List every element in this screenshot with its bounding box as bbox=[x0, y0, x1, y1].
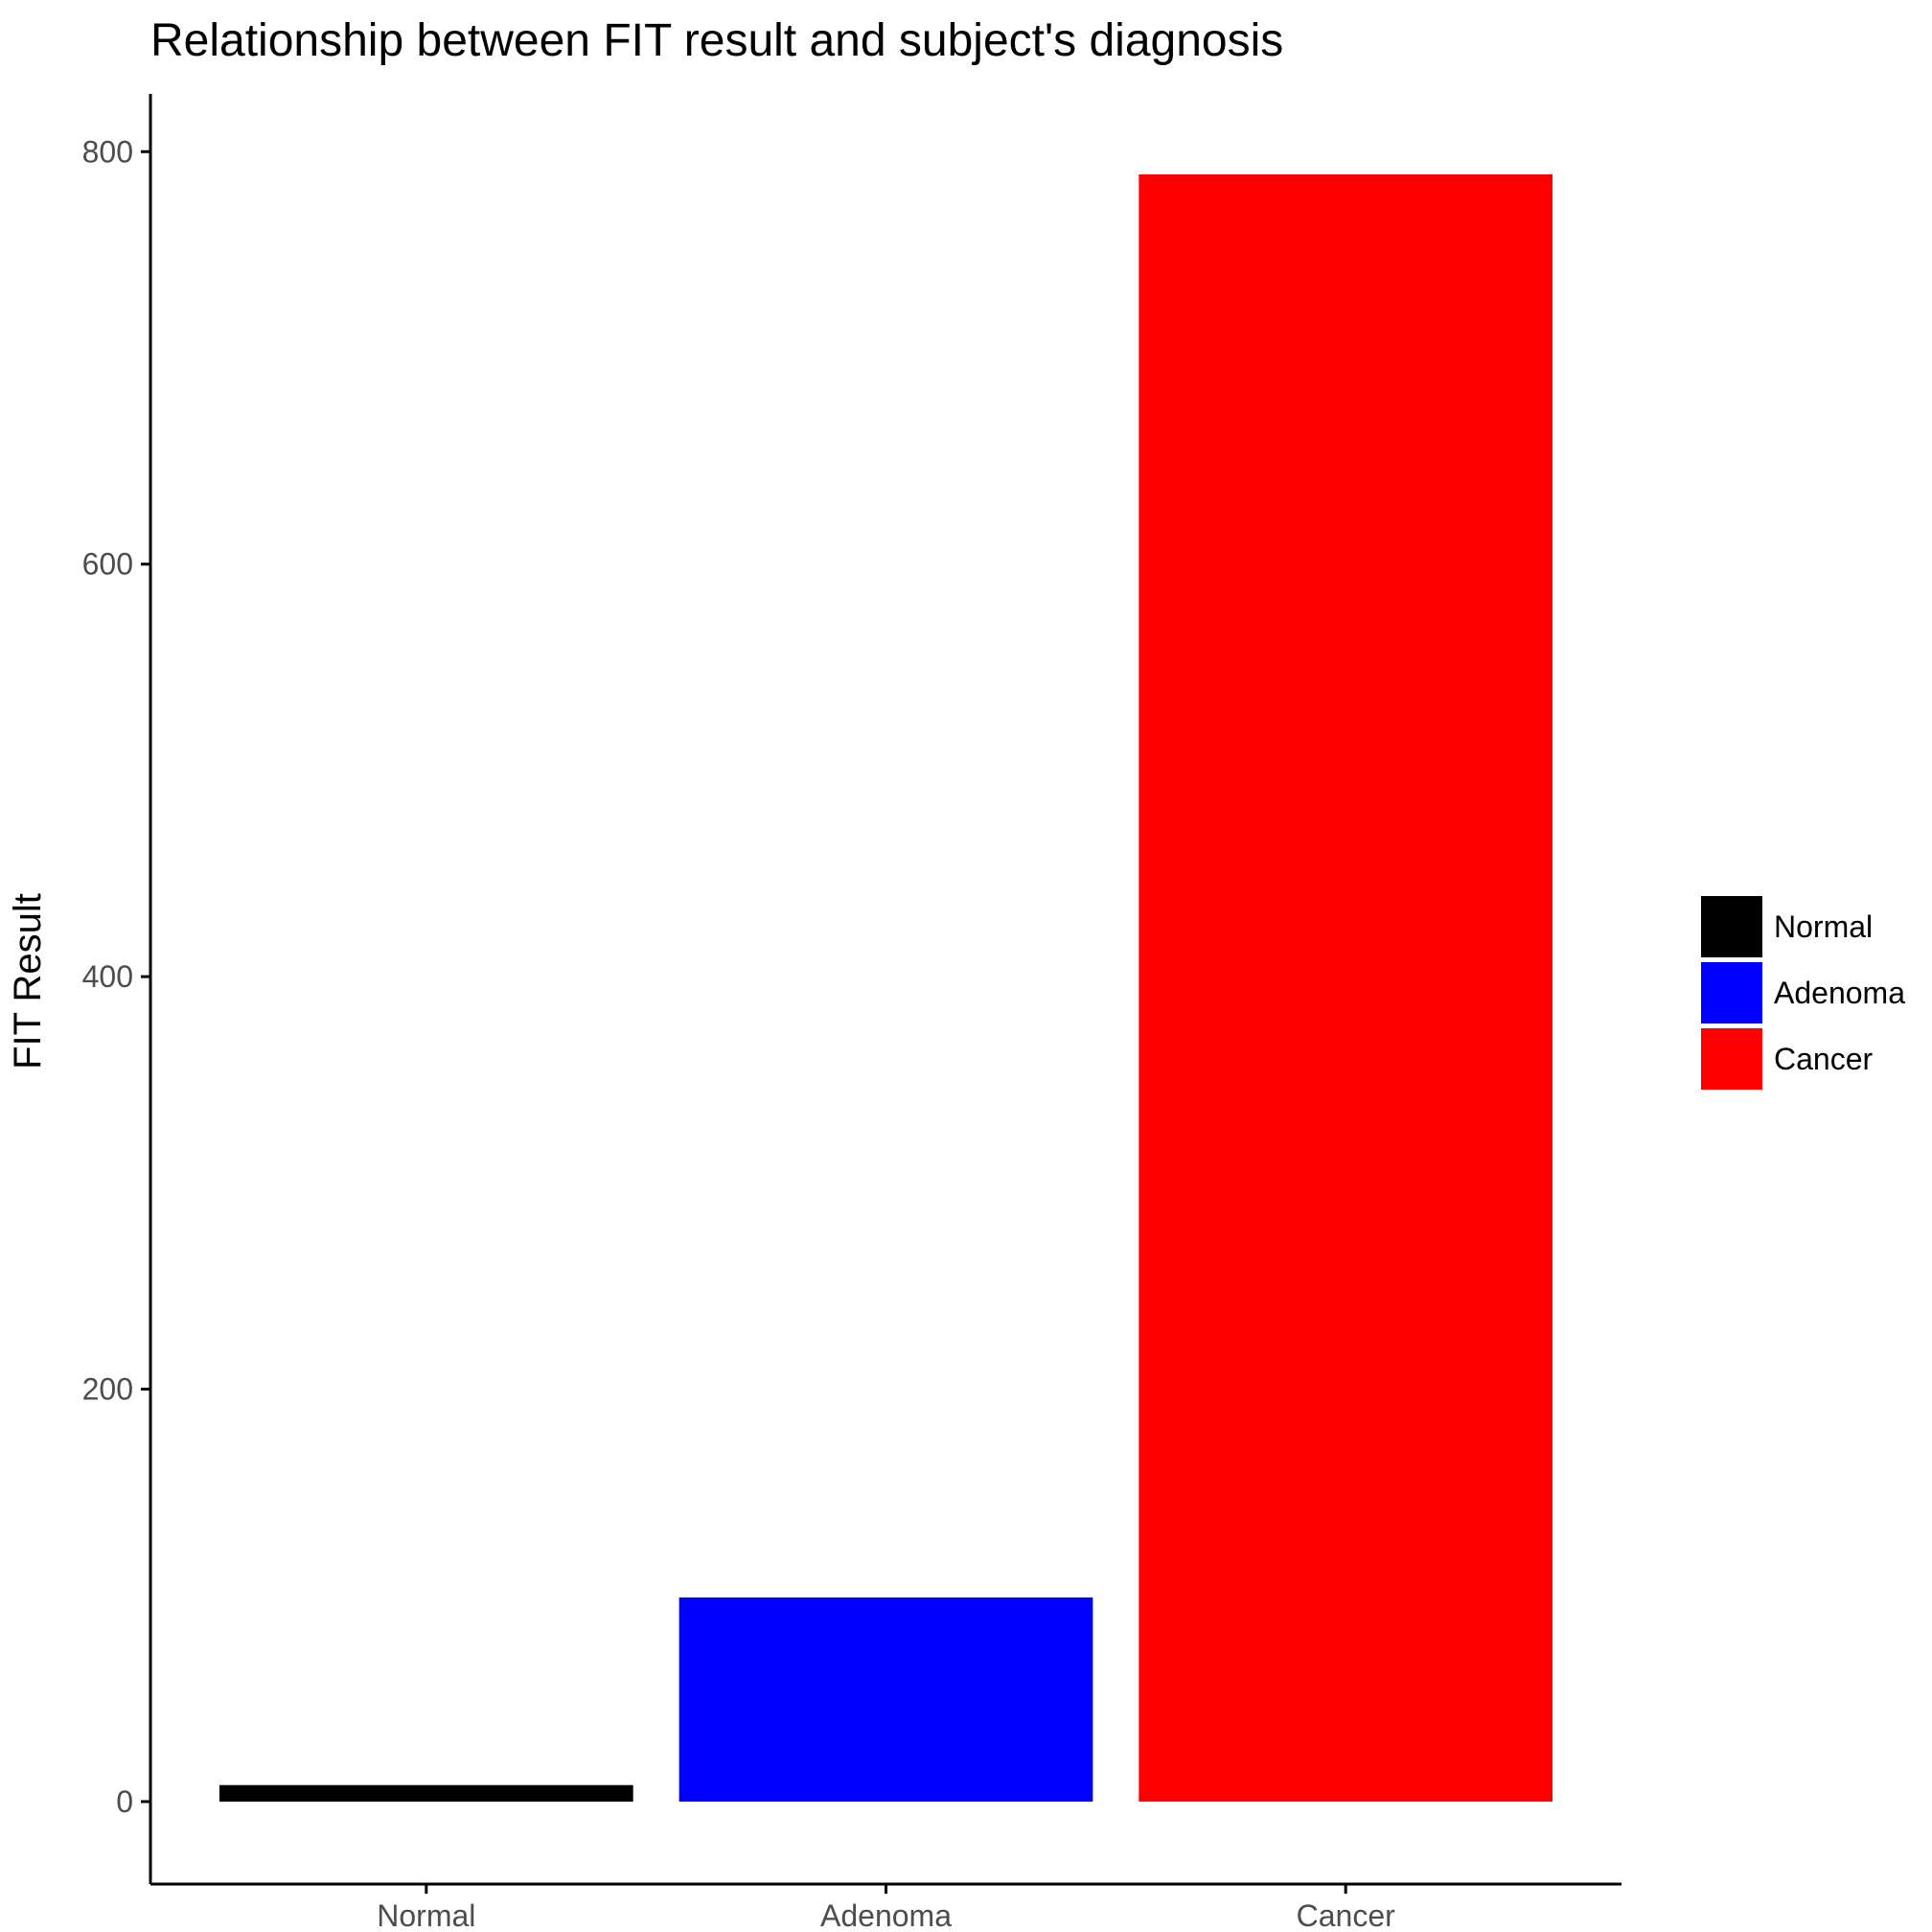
y-tick-label: 600 bbox=[82, 547, 133, 582]
legend-swatch-cancer bbox=[1701, 1028, 1762, 1090]
legend-label-normal: Normal bbox=[1774, 909, 1873, 944]
legend-label-cancer: Cancer bbox=[1774, 1042, 1874, 1076]
x-tick-label-normal: Normal bbox=[377, 1898, 475, 1932]
legend-swatch-adenoma bbox=[1701, 962, 1762, 1024]
x-tick-label-cancer: Cancer bbox=[1297, 1898, 1396, 1932]
x-tick-label-adenoma: Adenoma bbox=[820, 1898, 952, 1932]
y-tick-label: 800 bbox=[82, 134, 133, 169]
y-tick-label: 400 bbox=[82, 959, 133, 994]
legend-label-adenoma: Adenoma bbox=[1774, 976, 1905, 1010]
bar-cancer bbox=[1138, 173, 1553, 1802]
bar-adenoma bbox=[678, 1597, 1093, 1802]
bar-normal bbox=[218, 1784, 633, 1802]
y-tick-label: 200 bbox=[82, 1372, 133, 1407]
legend-swatch-normal bbox=[1701, 896, 1762, 957]
y-ticks-layer: 0 200 400 600 800 bbox=[82, 134, 150, 1819]
bars-layer bbox=[218, 173, 1553, 1802]
x-ticks-layer: Normal Adenoma Cancer bbox=[377, 1884, 1395, 1932]
y-axis-title: FIT Result bbox=[7, 893, 49, 1070]
y-tick-label: 0 bbox=[116, 1784, 133, 1819]
legend: Normal Adenoma Cancer bbox=[1701, 896, 1905, 1090]
chart-title: Relationship between FIT result and subj… bbox=[150, 15, 1283, 66]
